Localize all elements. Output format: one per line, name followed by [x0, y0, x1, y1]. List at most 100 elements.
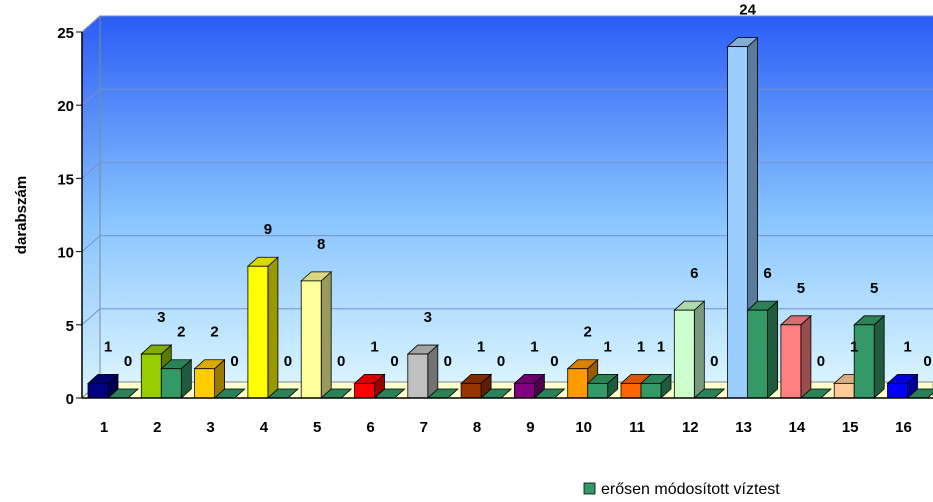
bar-side [800, 314, 812, 399]
value-label: 24 [739, 2, 756, 19]
x-tick-label: 16 [895, 419, 912, 436]
side-wall [81, 14, 101, 400]
y-tick-label: 15 [57, 171, 74, 188]
bar [853, 314, 886, 399]
value-label: 0 [550, 353, 558, 370]
bar-side [873, 314, 885, 399]
value-label: 3 [424, 309, 432, 326]
value-label: 1 [477, 338, 485, 355]
bar-front [620, 382, 642, 399]
value-label: 1 [604, 338, 612, 355]
bar-side [267, 256, 279, 399]
bar-front [300, 280, 322, 399]
bar-front [247, 265, 269, 399]
bar-front [747, 309, 768, 399]
bar [193, 358, 226, 399]
bar [353, 373, 386, 399]
value-label: 0 [497, 353, 505, 370]
legend-label: erősen módosított víztest [601, 481, 780, 498]
bar-front [780, 324, 802, 399]
y-tick-label: 5 [66, 318, 74, 335]
value-label: 1 [104, 338, 112, 355]
value-label: 0 [124, 353, 132, 370]
grid-line [81, 88, 101, 106]
value-label: 3 [157, 309, 165, 326]
bar [246, 256, 279, 399]
legend-swatch [583, 482, 596, 495]
bar [513, 373, 546, 399]
value-label: 1 [370, 338, 378, 355]
bar-front [887, 382, 908, 399]
value-label: 1 [903, 338, 911, 355]
bar-front [833, 382, 855, 399]
bar-front [354, 382, 375, 399]
value-label: 1 [530, 338, 538, 355]
value-label: 1 [657, 338, 665, 355]
bar [406, 344, 439, 399]
value-label: 0 [337, 353, 345, 370]
value-label: 0 [284, 353, 292, 370]
value-label: 1 [637, 338, 645, 355]
x-tick-label: 12 [682, 419, 699, 436]
value-label: 9 [264, 221, 272, 238]
x-tick-label: 3 [206, 419, 214, 436]
bar [300, 270, 333, 399]
value-label: 0 [230, 353, 238, 370]
value-label: 6 [763, 265, 771, 282]
x-tick-label: 8 [473, 419, 481, 436]
x-tick-label: 1 [100, 419, 108, 436]
y-tick-label: 20 [57, 98, 74, 115]
y-tick-label: 10 [57, 245, 74, 262]
x-tick-label: 14 [789, 419, 806, 436]
x-tick-label: 11 [629, 419, 645, 436]
value-label: 0 [817, 353, 825, 370]
value-label: 2 [177, 324, 185, 341]
bar-front [514, 382, 535, 399]
bar [639, 373, 673, 399]
bar-front [160, 368, 182, 399]
y-tick-label: 25 [57, 25, 74, 42]
bar-front [407, 353, 429, 399]
x-tick-label: 5 [313, 419, 321, 436]
bar-side [767, 300, 778, 399]
bar-front [640, 382, 662, 399]
value-label: 0 [390, 353, 398, 370]
value-label: 5 [797, 280, 805, 297]
bar [460, 373, 493, 399]
value-label: 0 [444, 353, 452, 370]
value-label: 2 [210, 324, 218, 341]
bar-side [320, 270, 332, 399]
bars [86, 36, 933, 399]
bar-front [673, 309, 695, 399]
value-label: 8 [317, 236, 325, 253]
value-label: 1 [850, 338, 858, 355]
bar-front [140, 353, 162, 399]
value-label: 0 [923, 353, 931, 370]
bar-front [87, 382, 109, 399]
value-label: 0 [710, 353, 718, 370]
x-tick-label: 6 [366, 419, 374, 436]
grid-line [81, 162, 101, 179]
grid-line [81, 308, 101, 326]
y-tick-label: 0 [66, 391, 74, 408]
bar-side [693, 300, 705, 399]
bar-front [727, 46, 748, 399]
x-tick-label: 2 [153, 419, 161, 436]
bar [160, 358, 193, 399]
bar-front [567, 368, 589, 399]
bar-front [460, 382, 482, 399]
bar-front [194, 368, 216, 399]
bar [673, 300, 706, 399]
grid-line [81, 15, 101, 33]
bar [86, 373, 120, 399]
y-axis-label: darabszám [13, 176, 30, 254]
x-tick-label: 7 [420, 419, 428, 436]
x-tick-label: 9 [526, 419, 534, 436]
bar [586, 373, 619, 399]
value-label: 2 [584, 324, 592, 341]
bar-front [587, 382, 609, 399]
bar [746, 300, 779, 399]
grid [81, 15, 933, 326]
grid-line [81, 235, 101, 252]
